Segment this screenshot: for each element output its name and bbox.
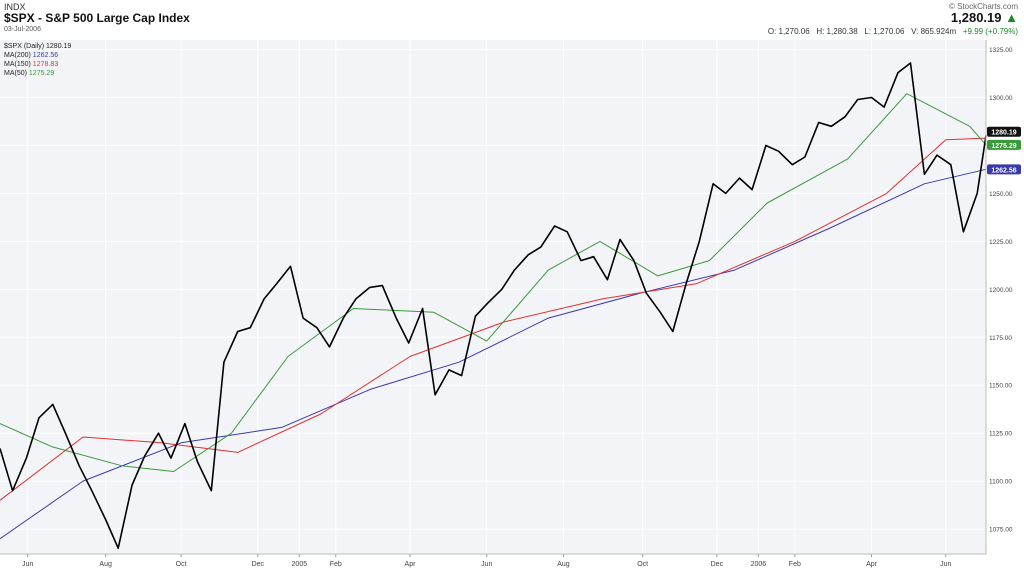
price-tags: 1262.56 1275.29 1280.19 bbox=[987, 126, 1021, 175]
exchange-label: INDX bbox=[4, 2, 26, 12]
x-tick-label: Dec bbox=[711, 561, 724, 568]
high-value: H: 1,280.38 bbox=[816, 27, 858, 36]
last-price-tag-bg bbox=[987, 126, 1021, 137]
ohlc-readout: O: 1,270.06 H: 1,280.38 L: 1,270.06 V: 8… bbox=[768, 27, 1018, 36]
y-tick-label: 1225.00 bbox=[989, 239, 1013, 246]
y-tick-label: 1300.00 bbox=[989, 95, 1013, 102]
legend-entry: MA(50) 1275.29 bbox=[4, 70, 54, 77]
ma150-series-line bbox=[0, 137, 987, 501]
low-value: L: 1,270.06 bbox=[864, 27, 905, 36]
ma50-price-tag-bg bbox=[987, 139, 1021, 150]
change-value: +9.99 (+0.79%) bbox=[962, 27, 1018, 36]
legend-value: 1262.56 bbox=[33, 52, 58, 59]
last-price-value: 1,280.19 bbox=[950, 10, 1002, 25]
legend-entry: MA(150) 1278.83 bbox=[4, 61, 58, 68]
chart-header: INDX © StockCharts.com $SPX - S&P 500 La… bbox=[0, 0, 1024, 40]
x-tick-label: Jun bbox=[481, 561, 492, 568]
x-tick-label: 2006 bbox=[751, 561, 767, 568]
y-tick-label: 1250.00 bbox=[989, 191, 1013, 198]
legend-label: MA(50) bbox=[4, 70, 29, 77]
x-tick-label: Feb bbox=[789, 561, 801, 568]
ma50-price-tag: 1275.29 bbox=[991, 143, 1016, 150]
y-tick-label: 1075.00 bbox=[989, 527, 1013, 534]
last-price: 1,280.19 ▲ bbox=[951, 10, 1018, 25]
y-axis: 1075.00 1100.00 1125.00 1150.00 1175.00 1200.… bbox=[985, 40, 1013, 554]
x-tick-label: Aug bbox=[557, 561, 570, 568]
x-tick-label: Apr bbox=[405, 561, 417, 568]
copyright-label: © StockCharts.com bbox=[948, 2, 1018, 11]
y-tick-label: 1100.00 bbox=[989, 479, 1012, 486]
x-tick-label: Jun bbox=[22, 561, 33, 568]
x-tick-label: Aug bbox=[99, 561, 112, 568]
x-tick-label: Dec bbox=[252, 561, 265, 568]
legend-label: MA(150) bbox=[4, 61, 33, 68]
x-tick-label: Apr bbox=[866, 561, 878, 568]
legend-label: MA(200) bbox=[4, 52, 33, 59]
chart-title: $SPX - S&P 500 Large Cap Index bbox=[4, 11, 190, 25]
ma200-price-tag: 1262.56 bbox=[991, 167, 1016, 174]
last-price-tag: 1280.19 bbox=[991, 130, 1016, 137]
x-tick-label: Oct bbox=[637, 561, 648, 568]
x-tick-label: Jun bbox=[940, 561, 951, 568]
y-tick-label: 1125.00 bbox=[989, 431, 1012, 438]
x-tick-label: Oct bbox=[176, 561, 187, 568]
ma200-series-line bbox=[0, 168, 987, 540]
y-tick-label: 1175.00 bbox=[989, 335, 1012, 342]
chart-date: 03-Jul-2006 bbox=[4, 26, 41, 33]
ma50-series-line bbox=[0, 93, 987, 472]
open-value: O: 1,270.06 bbox=[767, 27, 810, 36]
x-tick-label: 2005 bbox=[292, 561, 308, 568]
legend-entry: MA(200) 1262.56 bbox=[4, 52, 58, 59]
y-tick-label: 1325.00 bbox=[989, 47, 1013, 54]
ma200-price-tag-bg bbox=[987, 164, 1021, 175]
legend-label: $SPX (Daily) bbox=[4, 43, 46, 50]
up-arrow-icon: ▲ bbox=[1005, 10, 1018, 25]
legend-value: 1278.83 bbox=[33, 61, 58, 68]
y-tick-label: 1200.00 bbox=[989, 287, 1013, 294]
x-axis: Jun Aug Oct Dec 2005 Feb Apr Jun Aug Oct Dec 2006 Fe… bbox=[0, 553, 986, 568]
y-tick-label: 1150.00 bbox=[989, 383, 1012, 390]
gridlines bbox=[0, 40, 986, 554]
volume-value: V: 865.924m bbox=[911, 27, 957, 36]
price-series-line bbox=[0, 62, 987, 550]
legend-entry: $SPX (Daily) 1280.19 bbox=[4, 43, 71, 50]
series-lines bbox=[0, 62, 987, 550]
x-tick-label: Feb bbox=[330, 561, 342, 568]
legend-value: 1280.19 bbox=[46, 43, 71, 50]
legend-value: 1275.29 bbox=[29, 70, 54, 77]
